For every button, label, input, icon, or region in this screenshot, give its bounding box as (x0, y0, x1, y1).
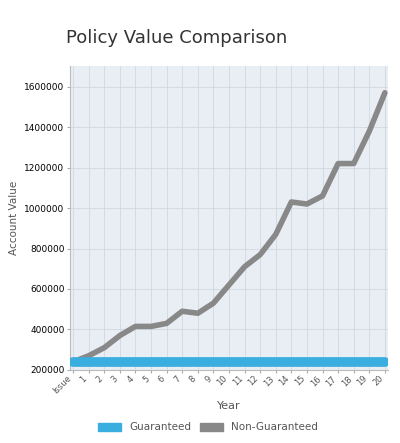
Y-axis label: Account Value: Account Value (9, 181, 19, 255)
X-axis label: Year: Year (217, 401, 241, 412)
Text: AGGREGATE 20-YEAR POLICY VALUES (MOST RECENT PERIOD: 12/31/2010 – 12/31/2020): AGGREGATE 20-YEAR POLICY VALUES (MOST RE… (4, 8, 347, 14)
Legend: Guaranteed, Non-Guaranteed: Guaranteed, Non-Guaranteed (95, 420, 321, 435)
Text: Policy Value Comparison: Policy Value Comparison (66, 28, 287, 47)
